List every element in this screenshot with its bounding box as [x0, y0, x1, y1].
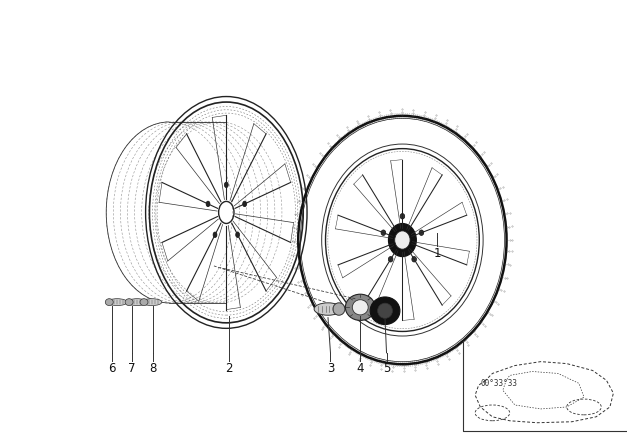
Ellipse shape [108, 299, 127, 306]
Ellipse shape [370, 297, 400, 324]
Text: 7: 7 [129, 362, 136, 375]
Ellipse shape [314, 303, 342, 315]
Ellipse shape [206, 201, 210, 207]
Text: 2: 2 [225, 362, 232, 375]
Ellipse shape [127, 299, 147, 306]
Ellipse shape [388, 224, 416, 257]
Ellipse shape [225, 182, 228, 188]
Ellipse shape [142, 299, 162, 306]
Ellipse shape [400, 214, 404, 219]
Ellipse shape [346, 294, 375, 320]
Ellipse shape [419, 230, 424, 236]
Ellipse shape [125, 299, 133, 306]
Ellipse shape [412, 257, 417, 262]
Ellipse shape [381, 230, 386, 236]
Text: 00°33°33: 00°33°33 [481, 379, 518, 388]
Text: 4: 4 [356, 362, 364, 375]
Ellipse shape [388, 257, 393, 262]
Ellipse shape [352, 300, 368, 315]
Ellipse shape [236, 232, 239, 237]
Text: 3: 3 [327, 362, 334, 375]
Ellipse shape [140, 299, 148, 306]
Text: 1: 1 [433, 247, 441, 260]
Ellipse shape [395, 231, 410, 249]
Ellipse shape [333, 303, 345, 315]
Text: 8: 8 [150, 362, 157, 375]
Ellipse shape [378, 303, 392, 319]
Ellipse shape [243, 201, 246, 207]
Text: 6: 6 [109, 362, 116, 375]
Text: 5: 5 [383, 362, 390, 375]
Ellipse shape [106, 299, 113, 306]
Ellipse shape [213, 232, 217, 237]
